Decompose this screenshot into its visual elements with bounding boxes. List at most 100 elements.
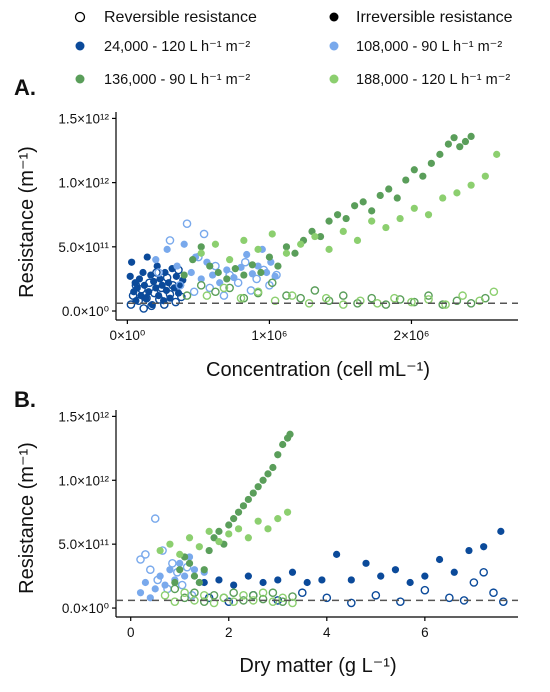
data-point-irreversible	[259, 578, 267, 587]
data-point-irreversible	[180, 271, 188, 279]
data-point-irreversible	[135, 275, 144, 283]
data-point-irreversible	[195, 578, 203, 587]
data-point-reversible	[410, 297, 419, 307]
data-point-irreversible	[181, 572, 189, 580]
data-point-irreversible	[421, 572, 429, 580]
data-point-irreversible	[297, 240, 305, 248]
data-point-reversible	[441, 300, 450, 309]
data-point-reversible	[282, 291, 291, 300]
data-point-irreversible	[195, 543, 203, 551]
data-point-irreversible	[450, 568, 458, 576]
data-point-irreversible	[368, 217, 376, 225]
data-point-irreversible	[166, 540, 174, 548]
data-point-irreversible	[254, 517, 262, 525]
data-point-irreversible	[269, 463, 277, 472]
data-point-reversible	[219, 291, 229, 300]
data-point-reversible	[211, 287, 220, 297]
data-point-irreversible	[385, 185, 393, 193]
data-point-irreversible	[151, 585, 159, 593]
data-point-reversible	[278, 597, 287, 606]
data-point-reversible	[175, 281, 185, 290]
legend-open-circle-icon	[74, 11, 86, 23]
data-point-irreversible	[141, 578, 150, 587]
data-point-irreversible	[274, 451, 282, 459]
data-point-irreversible	[226, 256, 234, 264]
data-point-reversible	[128, 291, 138, 300]
data-point-reversible	[338, 300, 348, 309]
data-point-irreversible	[435, 555, 444, 564]
data-point-reversible	[160, 590, 170, 600]
data-point-reversible	[288, 592, 297, 601]
data-point-irreversible	[248, 261, 256, 269]
legend-label-136000: 136,000 - 90 L h⁻¹ m⁻²	[104, 72, 250, 88]
data-point-reversible	[150, 288, 159, 298]
data-point-irreversible	[402, 176, 410, 184]
y-tick-label: 1.0×10¹²	[58, 176, 109, 191]
data-point-reversible	[162, 273, 172, 282]
data-point-irreversible	[333, 550, 341, 558]
data-point-irreversible	[197, 243, 205, 251]
data-point-irreversible	[205, 546, 213, 555]
data-point-irreversible	[419, 172, 427, 180]
data-point-reversible	[142, 293, 151, 303]
legend-color-136000-icon	[75, 74, 85, 84]
data-point-reversible	[196, 281, 206, 290]
data-point-irreversible	[436, 150, 444, 158]
y-tick-label: 0.0×10⁰	[62, 304, 109, 319]
data-point-irreversible	[139, 268, 147, 277]
data-point-irreversible	[439, 194, 447, 202]
x-tick-label: 6	[421, 625, 429, 640]
legend-color-24000-icon	[75, 41, 85, 51]
data-point-reversible	[489, 588, 498, 598]
data-point-reversible	[246, 286, 256, 295]
data-point-irreversible	[234, 508, 243, 516]
data-point-reversible	[239, 590, 248, 600]
data-point-irreversible	[461, 137, 470, 146]
data-point-reversible	[199, 229, 209, 239]
data-point-irreversible	[406, 578, 414, 587]
data-point-irreversible	[211, 240, 220, 248]
y-tick-label: 1.0×10¹²	[58, 473, 109, 488]
data-point-irreversible	[231, 265, 239, 273]
data-point-irreversible	[230, 581, 238, 589]
data-point-reversible	[287, 291, 297, 300]
data-point-irreversible	[254, 262, 262, 270]
data-point-reversible	[296, 293, 305, 303]
data-point-reversible	[395, 295, 405, 304]
data-point-reversible	[180, 588, 189, 598]
panel-a-x-axis-title: Concentration (cell mL⁻¹)	[206, 359, 430, 381]
data-point-irreversible	[353, 236, 362, 244]
data-point-irreversible	[444, 140, 452, 148]
panel-b-plot: 0.0×10⁰ 5.0×10¹¹ 1.0×10¹² 1.5×10¹² 0 2 4 6	[58, 409, 518, 640]
data-point-reversible	[367, 293, 376, 303]
y-tick-label: 5.0×10¹¹	[58, 537, 109, 552]
data-point-irreversible	[230, 515, 238, 523]
data-point-reversible	[159, 300, 169, 309]
data-point-irreversible	[156, 275, 164, 283]
data-point-reversible	[322, 593, 332, 603]
data-point-irreversible	[171, 578, 179, 587]
data-point-reversible	[205, 283, 215, 293]
data-point-irreversible	[368, 207, 376, 215]
data-point-irreversible	[174, 289, 183, 297]
legend-color-108000-icon	[329, 41, 339, 51]
y-tick-label: 5.0×10¹¹	[58, 240, 109, 255]
data-point-irreversible	[325, 217, 333, 225]
data-point-irreversible	[282, 249, 291, 257]
data-point-irreversible	[279, 440, 287, 449]
data-point-irreversible	[200, 566, 208, 574]
data-point-irreversible	[481, 172, 489, 180]
legend-label-188000: 188,000 - 120 L h⁻¹ m⁻²	[356, 72, 510, 88]
y-tick-label: 1.5×10¹²	[58, 111, 109, 126]
data-point-irreversible	[158, 281, 166, 289]
data-point-irreversible	[333, 211, 342, 219]
data-point-irreversible	[206, 262, 214, 270]
legend: Reversible resistance Irreversible resis…	[74, 9, 513, 88]
data-point-irreversible	[382, 223, 390, 232]
data-point-reversible	[258, 588, 268, 598]
data-point-irreversible	[465, 546, 473, 555]
data-point-reversible	[438, 300, 448, 309]
data-point-reversible	[278, 593, 287, 603]
panel-b-x-axis-title: Dry matter (g L⁻¹)	[239, 655, 396, 677]
